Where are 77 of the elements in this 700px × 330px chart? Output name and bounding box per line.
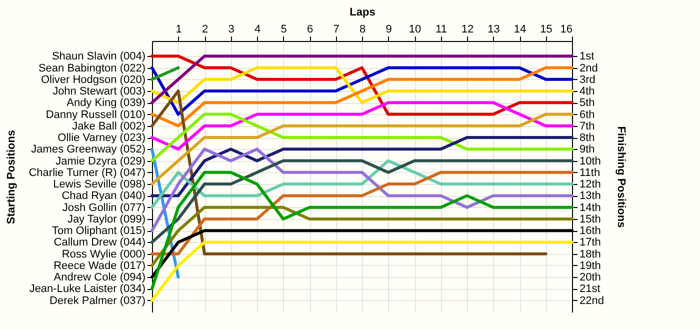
line-series [150,66,574,116]
y2-tick-label: 19th [580,260,601,272]
text: Ollie Varney (023) [58,132,146,144]
text: Jean-Luke Laister (034) [29,283,146,296]
text: Josh Gollin (077) [62,202,146,214]
line-series [150,66,574,128]
line-series [150,136,574,198]
y2-tick-label: 4th [580,86,595,98]
y2-tick-label: 9th [580,144,595,156]
y2-tick-label: 14th [580,202,601,214]
line-series [150,112,574,162]
line-series [150,159,574,244]
y2-tick-label: 16th [580,225,601,238]
x-tick-label: 14 [514,24,526,36]
x-tick-label: 8 [359,24,366,36]
x-tick-label: 12 [461,24,474,36]
x-tick-label: 10 [408,24,422,36]
y2-tick-label: 1st [580,50,594,63]
text: Chad Ryan (040) [62,190,146,202]
line-series [150,112,574,186]
line-series [150,170,574,290]
y2-tick-label: 2nd [580,62,598,74]
line-series [150,101,574,151]
y2-tick-label: 10th [580,155,601,168]
text: Jay Taylor (099) [67,213,146,226]
x-tick-label: 7 [333,24,340,36]
line-series [150,66,574,104]
text: Sean Babington (022) [38,62,146,74]
y2-tick-label: 15th [580,213,601,226]
text: Reece Wade (017) [54,260,146,272]
line-series [150,148,574,232]
y2-tick-label: 21st [580,283,600,296]
x-tick-label: 9 [386,24,392,36]
x-tick-label: 3 [228,24,234,36]
x-tick-label: 5 [280,24,287,36]
y2-tick-label: 6th [580,108,595,121]
text: Jamie Dzyra (029) [56,155,146,168]
y2-tick-label: 3rd [580,74,596,86]
y2-axis-title: Finishing Positions [614,126,627,228]
y2-tick-label: 11th [580,166,600,179]
line-series [150,54,574,116]
x-axis-title: Laps [350,6,376,18]
line-series [150,206,574,267]
text: Starting Positions [6,130,18,224]
y2-tick-label: 5th [580,97,595,110]
text: James Greenway (052) [31,144,146,156]
text: Andy King (039) [66,97,146,110]
text: Callum Drew (044) [54,236,146,249]
y2-tick-label: 12th [580,178,601,191]
text: Tom Oliphant (015) [52,225,146,238]
x-tick-label: 15 [540,24,552,36]
text: Shaun Slavin (004) [52,50,146,63]
text: Derek Palmer (037) [50,294,146,307]
text: Jake Ball (002) [72,120,146,132]
text: Charlie Turner (R) (047) [28,166,146,179]
x-tick-label: 6 [306,24,314,36]
y2-tick-label: 7th [580,120,595,132]
y2-tick-label: 20th [580,272,601,284]
y2-tick-label: 22nd [580,294,604,307]
line-series [150,159,574,209]
y2-tick-label: 18th [580,248,601,260]
x-tick-label: 16 [560,24,572,36]
x-tick-label: 1 [176,24,182,36]
y2-tick-label: 17th [580,236,601,249]
y2-tick-label: 13th [580,190,601,202]
x-tick-label: 13 [488,24,500,36]
x-tick-label: 4 [254,24,261,36]
text: Ross Wylie (000) [62,248,146,260]
text: Lewis Seville (098) [53,178,146,191]
text: Danny Russell (010) [46,108,146,121]
y2-tick-label: 8th [580,132,595,144]
text: Oliver Hodgson (020) [40,74,146,86]
x-tick-label: 2 [202,24,208,36]
text: John Stewart (003) [52,86,146,98]
line-series [150,170,574,256]
x-tick-label: 11 [436,24,447,36]
text: Andrew Cole (094) [54,272,146,284]
